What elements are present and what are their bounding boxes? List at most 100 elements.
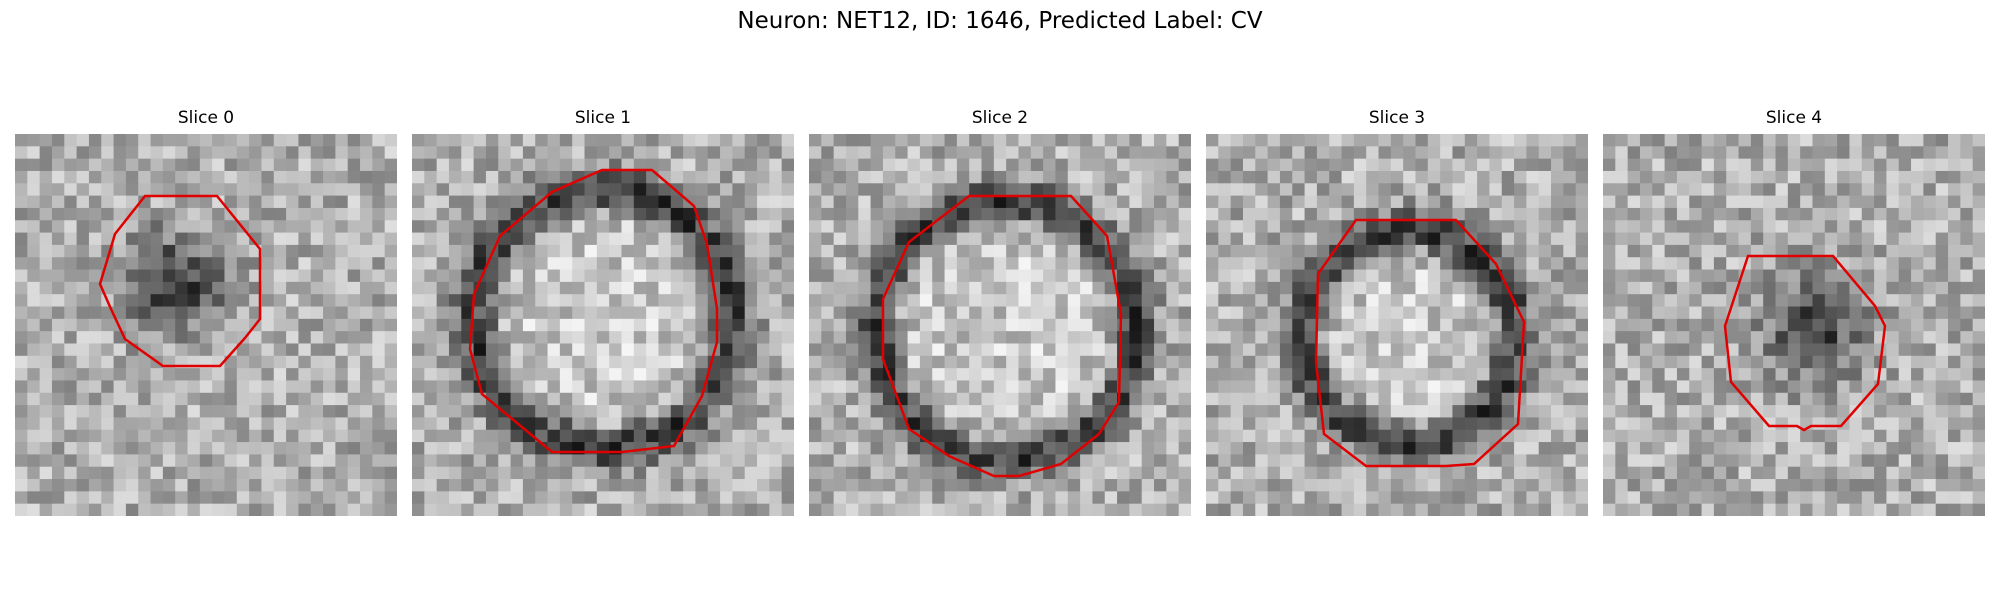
pixel-cell <box>1551 491 1564 505</box>
pixel-cell <box>1292 491 1306 505</box>
pixel-cell <box>1563 429 1577 443</box>
pixel-cell <box>88 392 102 406</box>
pixel-cell <box>286 170 300 184</box>
pixel-cell <box>809 343 822 357</box>
pixel-cell <box>1526 454 1540 468</box>
pixel-cell <box>1837 503 1851 516</box>
pixel-cell <box>1849 207 1863 221</box>
pixel-cell <box>1477 318 1491 332</box>
pixel-cell <box>384 466 397 480</box>
pixel-cell <box>522 454 536 468</box>
pixel-cell <box>473 257 487 271</box>
pixel-cell <box>1154 294 1167 308</box>
pixel-cell <box>1627 429 1641 443</box>
pixel-cell <box>1104 281 1118 295</box>
pixel-cell <box>1664 294 1678 308</box>
pixel-cell <box>1055 306 1069 320</box>
pixel-cell <box>1935 146 1949 160</box>
pixel-cell <box>1092 466 1106 480</box>
pixel-cell <box>448 306 462 320</box>
pixel-cell <box>1713 146 1727 160</box>
pixel-cell <box>1627 269 1641 283</box>
pixel-cell <box>845 405 859 419</box>
pixel-cell <box>1043 442 1057 455</box>
pixel-cell <box>113 294 127 308</box>
pixel-cell <box>707 380 721 394</box>
pixel-cell <box>956 146 970 160</box>
pixel-cell <box>1575 158 1588 172</box>
pixel-cell <box>646 244 660 258</box>
pixel-cell <box>1067 195 1081 209</box>
pixel-cell <box>1292 380 1306 394</box>
pixel-cell <box>559 207 573 221</box>
pixel-cell <box>621 368 635 382</box>
pixel-cell <box>584 257 598 271</box>
pixel-cell <box>559 368 573 382</box>
pixel-cell <box>870 503 884 516</box>
pixel-cell <box>1464 207 1478 221</box>
pixel-cell <box>51 306 65 320</box>
pixel-cell <box>1230 318 1244 332</box>
pixel-cell <box>1067 281 1081 295</box>
pixel-cell <box>384 257 397 271</box>
pixel-cell <box>919 207 933 221</box>
pixel-cell <box>1898 466 1912 480</box>
pixel-cell <box>1575 368 1588 382</box>
pixel-cell <box>1006 294 1020 308</box>
pixel-cell <box>1206 392 1219 406</box>
pixel-cell <box>310 491 324 505</box>
pixel-cell <box>461 429 475 443</box>
pixel-cell <box>76 392 90 406</box>
pixel-cell <box>461 294 475 308</box>
pixel-cell <box>1154 170 1167 184</box>
pixel-cell <box>596 294 610 308</box>
pixel-cell <box>1676 454 1690 468</box>
pixel-cell <box>323 343 336 357</box>
pixel-cell <box>1403 318 1417 332</box>
pixel-cell <box>1366 146 1380 160</box>
pixel-cell <box>39 331 53 345</box>
pixel-cell <box>88 466 102 480</box>
pixel-cell <box>932 454 946 468</box>
pixel-cell <box>969 306 983 320</box>
pixel-cell <box>821 294 835 308</box>
pixel-cell <box>658 380 672 394</box>
pixel-cell <box>1911 158 1924 172</box>
pixel-cell <box>1341 479 1355 492</box>
pixel-cell <box>1477 269 1491 283</box>
pixel-cell <box>1861 343 1875 357</box>
pixel-cell <box>412 244 425 258</box>
pixel-cell <box>1664 355 1678 369</box>
pixel-cell <box>1092 195 1106 209</box>
pixel-cell <box>187 318 201 332</box>
pixel-cell <box>572 429 586 443</box>
pixel-cell <box>249 195 263 209</box>
pixel-cell <box>609 368 623 382</box>
pixel-cell <box>485 220 499 234</box>
pixel-cell <box>1763 207 1777 221</box>
pixel-cell <box>1304 405 1318 419</box>
pixel-cell <box>1652 207 1666 221</box>
pixel-cell <box>1824 244 1838 258</box>
pixel-cell <box>821 331 835 345</box>
pixel-cell <box>212 257 226 271</box>
pixel-cell <box>473 355 487 369</box>
pixel-cell <box>1514 207 1527 221</box>
pixel-cell <box>1341 281 1355 295</box>
pixel-cell <box>76 417 90 431</box>
pixel-cell <box>249 134 263 147</box>
pixel-cell <box>1652 294 1666 308</box>
pixel-cell <box>833 257 847 271</box>
pixel-cell <box>1403 220 1417 234</box>
pixel-cell <box>1639 269 1653 283</box>
pixel-cell <box>658 170 672 184</box>
pixel-cell <box>670 417 684 431</box>
pixel-cell <box>76 331 90 345</box>
pixel-cell <box>224 503 238 516</box>
pixel-cell <box>1067 380 1081 394</box>
pixel-cell <box>572 183 586 197</box>
pixel-cell <box>646 479 660 492</box>
pixel-cell <box>1230 232 1244 246</box>
pixel-cell <box>1701 134 1715 147</box>
pixel-cell <box>1129 257 1143 271</box>
